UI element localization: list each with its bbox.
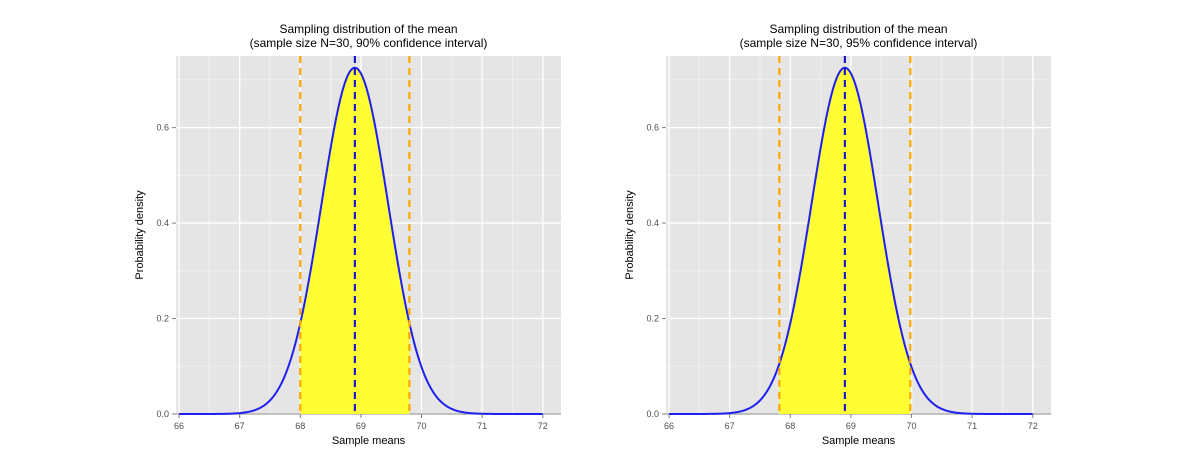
x-tick-label: 70	[907, 421, 917, 431]
y-tick-label: 0.2	[646, 314, 659, 324]
chart-subtitle: (sample size N=30, 90% confidence interv…	[250, 36, 488, 50]
x-tick-label: 72	[538, 421, 548, 431]
x-tick-label: 67	[725, 421, 735, 431]
x-tick-label: 71	[477, 421, 487, 431]
y-tick-label: 0.6	[156, 123, 169, 133]
chart-2: 66 67 68 69 70 71 72 0.0 0.2 0.4 0.6 Sampling distr…	[624, 22, 1051, 447]
y-tick-label: 0.2	[156, 314, 169, 324]
x-tick-label: 66	[174, 421, 184, 431]
x-tick-label: 71	[967, 421, 977, 431]
y-tick-label: 0.6	[646, 123, 659, 133]
x-axis-label: Sample means	[822, 435, 896, 447]
y-axis-label: Probability density	[624, 190, 636, 280]
x-tick-label: 68	[295, 421, 305, 431]
y-tick-label: 0.0	[646, 409, 659, 419]
x-tick-label: 67	[235, 421, 245, 431]
x-tick-label: 72	[1028, 421, 1038, 431]
x-tick-label: 66	[664, 421, 674, 431]
y-axis-label: Probability density	[134, 190, 146, 280]
x-tick-label: 70	[417, 421, 427, 431]
density-curve	[179, 66, 543, 415]
chart-1: 66 67 68 69 70 71 72 0.0 0.2 0.4 0.6 Sampling distr…	[134, 22, 561, 447]
y-tick-label: 0.4	[156, 218, 169, 228]
chart-title: Sampling distribution of the mean	[279, 22, 457, 36]
chart-subtitle: (sample size N=30, 95% confidence interv…	[740, 36, 978, 50]
x-tick-label: 69	[846, 421, 856, 431]
x-tick-label: 68	[785, 421, 795, 431]
chart-title: Sampling distribution of the mean	[769, 22, 947, 36]
x-axis-label: Sample means	[332, 435, 406, 447]
density-curve	[669, 66, 1033, 415]
y-tick-label: 0.4	[646, 218, 659, 228]
y-tick-label: 0.0	[156, 409, 169, 419]
x-tick-label: 69	[356, 421, 366, 431]
